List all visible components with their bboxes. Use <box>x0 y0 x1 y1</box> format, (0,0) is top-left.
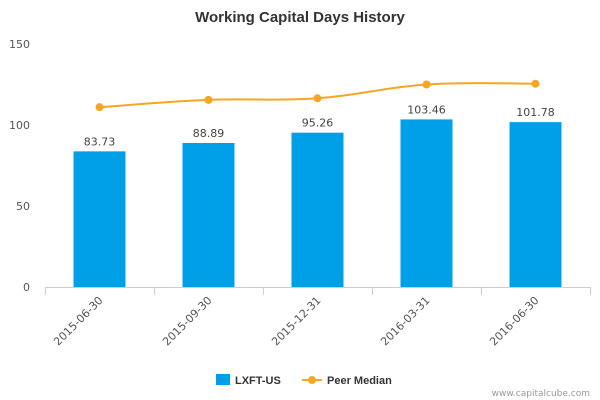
y-tick-label: 50 <box>16 200 30 213</box>
credit-text: www.capitalcube.com <box>492 389 590 399</box>
bar <box>400 119 453 287</box>
bar-data-label: 83.73 <box>84 135 116 148</box>
peer-median-point <box>531 79 540 88</box>
line-series <box>95 79 540 112</box>
y-tick-label: 100 <box>9 119 30 132</box>
bar <box>509 122 562 288</box>
bar <box>73 151 126 287</box>
x-tick-label: 2015-09-30 <box>160 294 214 348</box>
legend-swatch-marker <box>308 376 316 384</box>
bar-data-label: 88.89 <box>193 127 225 140</box>
legend-label-bar: LXFT-US <box>235 375 281 387</box>
legend-label-line: Peer Median <box>327 375 392 387</box>
peer-median-point <box>313 94 322 103</box>
x-tick-label: 2015-06-30 <box>51 294 105 348</box>
peer-median-point <box>95 103 104 112</box>
bar-data-labels: 83.73 88.89 95.26 103.46 101.78 <box>84 103 555 148</box>
y-axis: 0 50 100 150 <box>9 38 30 294</box>
legend-swatch-bar <box>216 374 230 385</box>
bar-data-label: 95.26 <box>302 117 334 130</box>
y-tick-label: 0 <box>23 281 30 294</box>
bar-series <box>73 119 562 288</box>
bar <box>291 132 344 287</box>
x-tick-label: 2015-12-31 <box>269 294 323 348</box>
x-tick-label: 2016-03-31 <box>378 294 432 348</box>
peer-median-point <box>204 95 213 104</box>
bar-data-label: 103.46 <box>407 103 446 116</box>
bar-data-label: 101.78 <box>516 106 555 119</box>
bar <box>182 142 235 287</box>
peer-median-point <box>422 80 431 89</box>
chart-title: Working Capital Days History <box>195 9 405 26</box>
x-axis: 2015-06-30 2015-09-30 2015-12-31 2016-03-31… <box>45 287 591 348</box>
y-tick-label: 150 <box>9 38 30 51</box>
x-tick-label: 2016-06-30 <box>487 294 541 348</box>
legend: LXFT-US Peer Median <box>216 374 392 387</box>
